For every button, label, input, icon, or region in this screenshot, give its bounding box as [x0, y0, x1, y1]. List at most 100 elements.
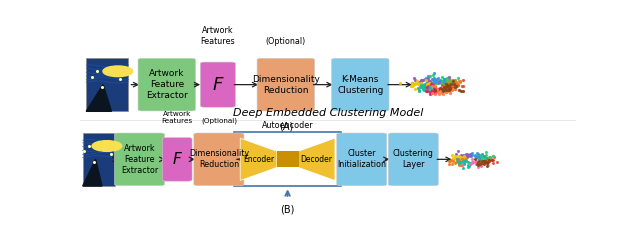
FancyBboxPatch shape [115, 133, 164, 186]
Point [434, 80, 444, 84]
Point [456, 155, 467, 159]
Point [465, 164, 475, 168]
Point [476, 163, 486, 167]
Point [445, 82, 455, 86]
Point [433, 88, 444, 92]
Point [424, 85, 434, 89]
Point [465, 154, 476, 158]
Point [441, 85, 451, 88]
Point [472, 161, 482, 165]
Point [450, 79, 460, 82]
Point [447, 88, 457, 91]
FancyBboxPatch shape [337, 133, 387, 186]
Point [427, 91, 437, 94]
Point [483, 160, 493, 163]
Text: Encoder: Encoder [243, 155, 274, 164]
Point [448, 87, 458, 91]
Point [481, 157, 491, 161]
Point [454, 79, 464, 83]
Point [459, 155, 469, 158]
Point [458, 156, 468, 160]
Point [472, 162, 483, 166]
Point [470, 154, 481, 158]
Point [467, 160, 477, 164]
Point [436, 75, 447, 79]
Point [458, 161, 468, 164]
Point [418, 84, 428, 87]
Point [425, 93, 435, 96]
Point [477, 162, 488, 165]
Point [416, 81, 426, 85]
Point [452, 159, 462, 163]
Point [446, 83, 456, 87]
Point [451, 152, 461, 156]
Point [432, 78, 442, 81]
Text: $\mathit{F}$: $\mathit{F}$ [212, 76, 224, 94]
Point [488, 154, 499, 157]
Point [456, 153, 467, 157]
Point [424, 90, 435, 93]
Point [426, 84, 436, 88]
Text: Artwork
Features: Artwork Features [161, 111, 193, 124]
Point [414, 89, 424, 92]
Point [461, 153, 471, 156]
Point [458, 153, 468, 157]
Point [448, 80, 458, 84]
Point [426, 85, 436, 88]
Point [422, 75, 433, 78]
Point [459, 162, 469, 166]
Point [436, 80, 447, 84]
Point [442, 76, 452, 80]
Point [456, 89, 466, 93]
Point [420, 90, 431, 93]
Point [448, 156, 458, 160]
Point [455, 80, 465, 83]
Point [427, 85, 437, 88]
Point [419, 88, 429, 91]
Point [472, 160, 483, 164]
Point [492, 161, 502, 164]
Point [410, 87, 420, 91]
Polygon shape [240, 138, 277, 180]
Point [419, 86, 429, 89]
Point [484, 155, 495, 159]
Point [432, 87, 442, 91]
Point [461, 155, 471, 159]
FancyBboxPatch shape [257, 58, 315, 111]
Point [438, 90, 449, 93]
Point [422, 82, 432, 86]
Point [452, 76, 463, 80]
Point [481, 154, 491, 157]
Point [482, 161, 492, 165]
Point [458, 161, 468, 165]
Point [456, 157, 467, 160]
Point [458, 79, 468, 82]
Point [482, 161, 492, 164]
Point [458, 85, 468, 88]
Point [474, 159, 484, 162]
Point [481, 151, 492, 154]
Point [470, 153, 481, 157]
Point [418, 86, 428, 90]
Point [448, 79, 458, 82]
Point [429, 82, 440, 85]
FancyBboxPatch shape [138, 58, 196, 111]
Point [423, 78, 433, 82]
Point [410, 82, 420, 86]
Text: (B): (B) [280, 204, 295, 214]
Point [483, 160, 493, 163]
Point [476, 155, 486, 159]
Point [416, 78, 426, 82]
Point [454, 161, 464, 165]
Point [483, 163, 493, 167]
Point [451, 81, 461, 85]
Point [417, 78, 428, 82]
Text: Artwork
Feature
Extractor: Artwork Feature Extractor [121, 144, 158, 175]
Point [426, 82, 436, 85]
Point [424, 82, 435, 85]
Point [435, 79, 445, 83]
Point [415, 83, 426, 87]
Point [458, 159, 468, 163]
Point [415, 86, 426, 89]
Text: Dimensionality
Reduction: Dimensionality Reduction [252, 75, 320, 95]
